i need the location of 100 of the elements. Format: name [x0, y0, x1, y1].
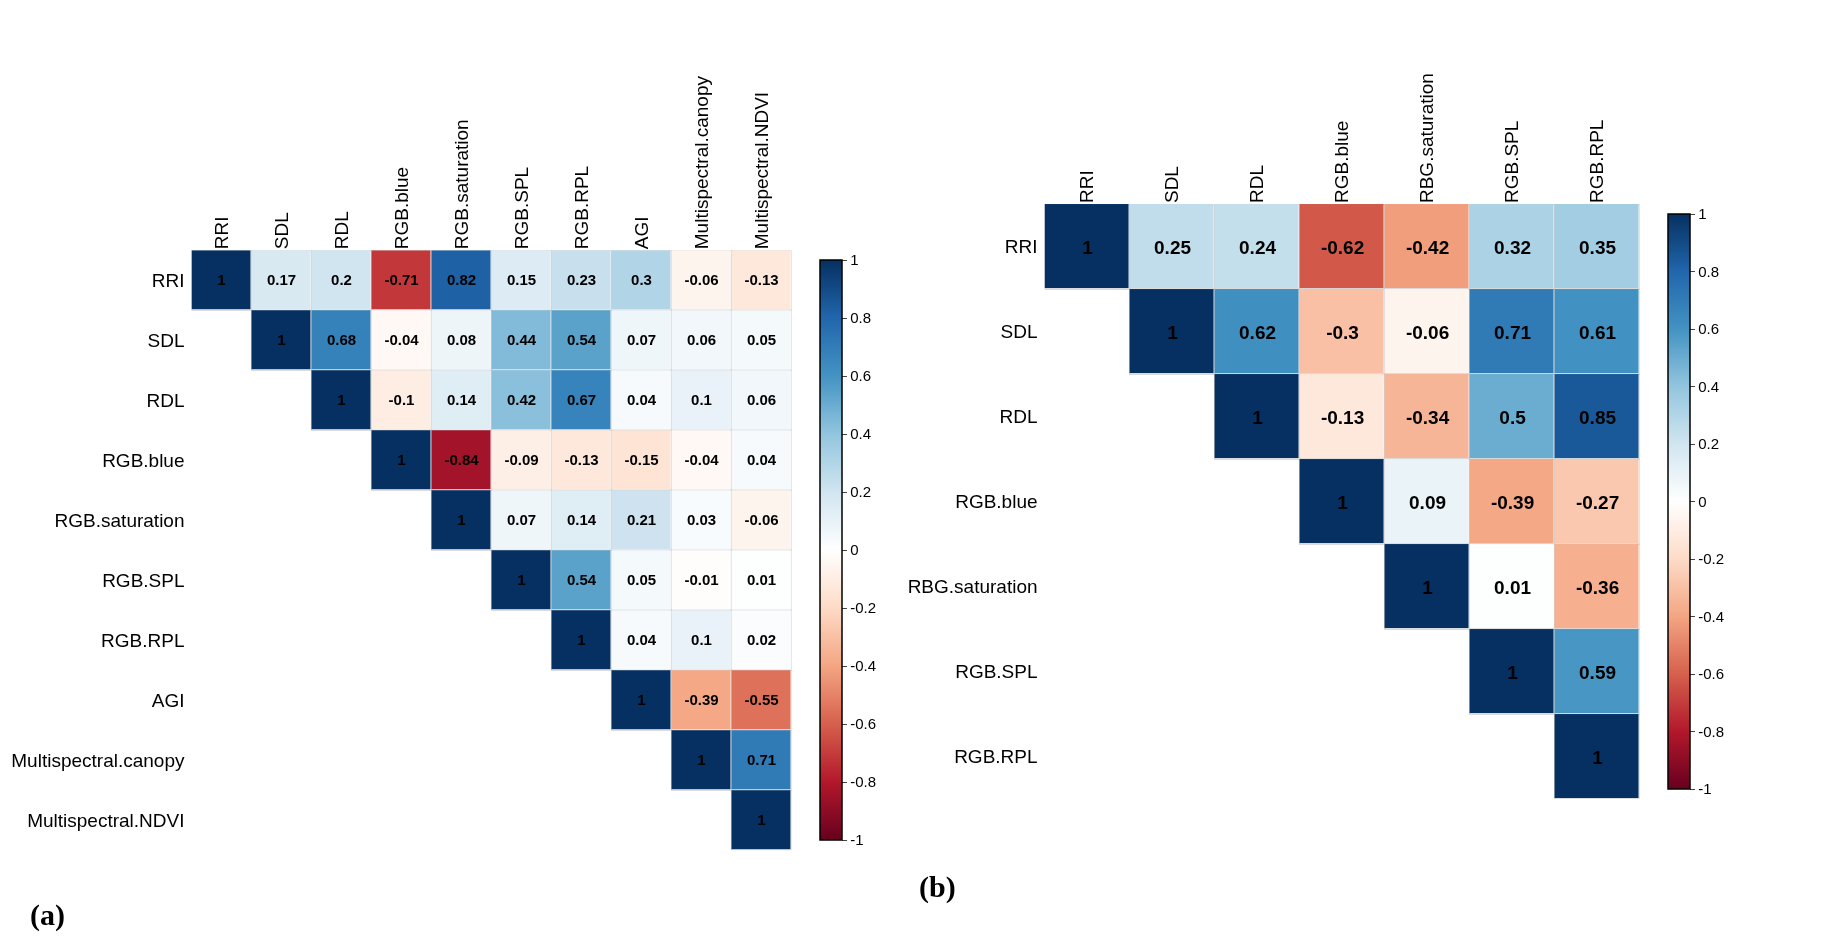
data-label: 0.25 [1154, 236, 1192, 258]
data-label: -0.55 [744, 691, 779, 709]
data-label: -0.3 [1326, 321, 1359, 343]
data-label: 1 [1337, 491, 1349, 513]
data-label: 1 [1252, 406, 1264, 428]
data-label: 1 [337, 391, 346, 409]
x-tick-label: AGI [630, 216, 652, 250]
color-bar-label: -1 [1698, 780, 1712, 798]
x-tick-label: RGB.RPL [1586, 119, 1608, 204]
data-label: 0.44 [506, 331, 537, 349]
data-label: 1 [1507, 661, 1519, 683]
data-label: 0.04 [626, 631, 657, 649]
data-label: 0.82 [446, 271, 477, 289]
data-label: 0.09 [1409, 491, 1447, 513]
x-tick-label: RGB.SPL [510, 166, 532, 250]
text: (a) [30, 898, 65, 932]
data-label: -0.39 [1490, 491, 1535, 513]
data-label: 1 [217, 271, 226, 289]
x-tick-label: RGB.blue [390, 166, 412, 250]
data-label: -0.09 [504, 451, 539, 469]
y-tick-label: RGB.RPL [954, 746, 1038, 768]
color-bar-label: 0.6 [850, 367, 872, 385]
data-label: -0.13 [1320, 406, 1365, 428]
data-label: -0.42 [1405, 236, 1450, 258]
data-label: 0.04 [746, 451, 777, 469]
data-label: 0.06 [746, 391, 777, 409]
color-bar-label: -0.8 [1698, 722, 1725, 740]
y-tick-label: RDL [146, 389, 185, 411]
color-bar-label: -0.4 [1698, 607, 1725, 625]
color-bar-label: -0.2 [1698, 550, 1725, 568]
data-label: 0.02 [746, 631, 777, 649]
data-label: -0.13 [744, 271, 779, 289]
data-label: 1 [517, 571, 526, 589]
data-label: -0.15 [624, 451, 659, 469]
y-tick-label: RGB.blue [955, 491, 1038, 513]
color-bar-label: -1 [850, 831, 864, 849]
data-label: 0.32 [1494, 236, 1532, 258]
data-label: 0.08 [446, 331, 477, 349]
data-label: 1 [457, 511, 466, 529]
x-tick-label: Multispectral.canopy [690, 75, 712, 250]
data-label: 1 [637, 691, 646, 709]
y-tick-label: RGB.SPL [955, 661, 1038, 683]
data-label: 1 [1422, 576, 1434, 598]
data-label: -0.06 [744, 511, 779, 529]
data-label: 0.01 [746, 571, 777, 589]
data-label: 0.15 [506, 271, 537, 289]
data-label: 0.04 [626, 391, 657, 409]
x-tick-label: RRI [210, 216, 232, 250]
data-label: 0.01 [1494, 576, 1532, 598]
x-tick-label: RGB.saturation [450, 119, 472, 250]
x-tick-label: RRI [1076, 170, 1098, 204]
data-label: -0.06 [684, 271, 719, 289]
data-label: 0.05 [626, 571, 657, 589]
data-label: -0.04 [384, 331, 420, 349]
y-tick-label: SDL [147, 329, 185, 351]
y-tick-label: Multispectral.canopy [11, 749, 185, 771]
color-bar-label: 0.6 [1698, 320, 1720, 338]
data-label: -0.06 [1405, 321, 1450, 343]
data-label: -0.01 [684, 571, 719, 589]
data-label: 0.42 [506, 391, 537, 409]
color-bar-label: 0.8 [850, 309, 872, 327]
y-tick-label: RGB.SPL [102, 569, 185, 591]
y-tick-label: RGB.blue [102, 449, 185, 471]
data-label: 0.03 [686, 511, 717, 529]
color-bar-label: 0.8 [1698, 262, 1720, 280]
data-label: -0.1 [388, 391, 415, 409]
y-tick-label: RGB.RPL [101, 629, 185, 651]
data-label: 0.2 [331, 271, 352, 289]
color-bar-label: 0 [1698, 492, 1707, 510]
y-tick-label: RBG.saturation [907, 576, 1038, 598]
data-label: 0.24 [1239, 236, 1277, 258]
data-label: -0.36 [1575, 576, 1620, 598]
data-label: 0.14 [446, 391, 477, 409]
data-label: 0.5 [1499, 406, 1527, 428]
x-tick-label: Multispectral.NDVI [750, 91, 772, 250]
data-label: 0.06 [686, 331, 717, 349]
color-bar-label: -0.4 [850, 657, 877, 675]
color-bar-label: 1 [850, 251, 859, 269]
color-bar-label: -0.6 [850, 715, 877, 733]
data-label: -0.62 [1320, 236, 1365, 258]
data-label: -0.39 [684, 691, 719, 709]
x-tick-label: RDL [330, 211, 352, 250]
data-label: 0.07 [506, 511, 537, 529]
data-label: 1 [1167, 321, 1179, 343]
data-label: 0.35 [1579, 236, 1617, 258]
x-tick-label: RGB.SPL [1501, 120, 1523, 204]
y-tick-label: Multispectral.NDVI [27, 809, 185, 831]
color-bar-label: -0.2 [850, 599, 877, 617]
data-label: 0.1 [691, 631, 712, 649]
data-label: 0.14 [566, 511, 597, 529]
data-label: 0.17 [266, 271, 297, 289]
color-bar-label: 1 [1698, 205, 1707, 223]
data-label: 1 [277, 331, 286, 349]
x-tick-label: SDL [270, 212, 292, 250]
color-bar-label: 0.2 [850, 483, 872, 501]
x-tick-label: RGB.blue [1331, 120, 1353, 204]
data-label: -0.34 [1405, 406, 1450, 428]
y-tick-label: AGI [151, 689, 185, 711]
data-label: 0.54 [566, 571, 597, 589]
data-label: 0.67 [566, 391, 597, 409]
